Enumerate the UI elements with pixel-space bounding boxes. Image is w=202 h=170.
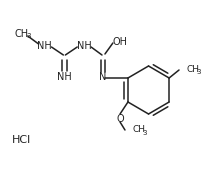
Text: NH: NH (76, 41, 91, 51)
Text: 3: 3 (196, 69, 200, 75)
Text: NH: NH (57, 72, 71, 82)
Text: N: N (99, 72, 106, 82)
Text: 3: 3 (26, 33, 31, 39)
Text: 3: 3 (142, 130, 147, 136)
Text: CH: CH (15, 29, 29, 39)
Text: CH: CH (132, 125, 145, 134)
Text: OH: OH (112, 37, 127, 47)
Text: O: O (116, 114, 123, 124)
Text: HCl: HCl (12, 135, 31, 145)
Text: CH: CH (186, 64, 199, 73)
Text: NH: NH (37, 41, 52, 51)
